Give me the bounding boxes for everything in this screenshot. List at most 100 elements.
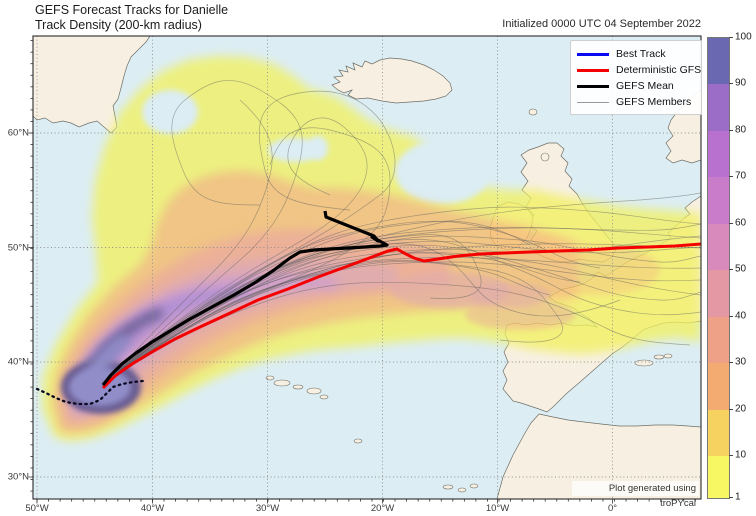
plot-title: GEFS Forecast Tracks for Danielle Track …: [35, 3, 228, 33]
member-track: [102, 220, 531, 387]
island: [306, 387, 322, 395]
x-axis-tick-label: 10°W: [485, 503, 510, 514]
island: [273, 379, 291, 387]
island: [292, 384, 304, 390]
x-axis-tick-label: 50°W: [25, 503, 49, 514]
density-layer: [69, 368, 131, 406]
colorbar: [707, 37, 730, 499]
legend-item: GEFS Members: [577, 94, 695, 110]
colorbar-segment: [708, 270, 729, 317]
x-axis-tick-label: 40°W: [140, 503, 165, 514]
member-track: [102, 239, 701, 387]
best-track: [35, 379, 145, 406]
colorbar-tick: [729, 176, 733, 178]
density-layer: [308, 136, 328, 160]
legend-label: Deterministic GFS: [616, 64, 702, 76]
title-line2: Track Density (200-km radius): [35, 18, 202, 32]
member-track: [102, 99, 273, 387]
island: [319, 394, 329, 400]
member-track: [102, 117, 368, 387]
colorbar-tick-label: 30: [735, 356, 747, 368]
density-layer: [465, 300, 575, 330]
legend-swatch: [577, 84, 609, 88]
island: [528, 108, 538, 116]
colorbar-tick-label: 50: [735, 263, 747, 275]
colorbar-tick-label: 20: [735, 403, 747, 415]
island: [653, 354, 665, 360]
colorbar-tick-label: 60: [735, 217, 747, 229]
colorbar-tick-label: 70: [735, 170, 747, 182]
colorbar-tick-label: 80: [735, 124, 747, 136]
x-axis-tick-label: 20°W: [370, 503, 395, 514]
legend-label: GEFS Members: [616, 96, 692, 108]
colorbar-tick: [729, 83, 733, 85]
island: [663, 353, 673, 359]
colorbar-tick: [729, 269, 733, 271]
colorbar-segment: [708, 130, 729, 178]
x-axis-tick-label: 0°: [607, 503, 618, 514]
colorbar-tick: [729, 315, 733, 317]
coastline-north-africa: [496, 413, 701, 499]
legend-item: Deterministic GFS: [577, 62, 701, 78]
y-axis-tick-label: 60°N: [7, 127, 29, 139]
island: [265, 375, 275, 381]
island: [457, 487, 467, 493]
member-track: [102, 80, 303, 387]
density-layer: [66, 256, 398, 420]
y-axis-tick-label: 30°N: [7, 471, 29, 483]
legend-box: Best Track Deterministic GFS GEFS Mean GEFS…: [570, 40, 702, 115]
legend-item: Best Track: [577, 46, 695, 62]
member-track: [102, 261, 701, 387]
coastline-iceland: [331, 57, 453, 104]
colorbar-tick-label: 90: [735, 77, 747, 89]
colorbar-segment: [708, 177, 729, 224]
y-axis-tick-label: 40°N: [7, 356, 29, 368]
island: [540, 152, 550, 162]
member-track: [102, 90, 396, 387]
island: [353, 438, 363, 444]
member-track: [102, 243, 621, 387]
colorbar-segment: [708, 223, 729, 271]
colorbar-segment: [708, 363, 729, 410]
colorbar-tick: [729, 408, 733, 410]
map-canvas: [28, 35, 702, 504]
deterministic-gfs-track: [101, 242, 701, 390]
density-layer: [395, 140, 491, 204]
colorbar-segment: [708, 84, 729, 131]
colorbar-tick: [729, 129, 733, 131]
colorbar-tick: [729, 37, 733, 38]
colorbar-segment: [708, 316, 729, 364]
credit-label: Plot generated using troPYcal: [572, 481, 699, 509]
density-layer: [268, 138, 322, 162]
island: [634, 359, 654, 367]
gefs-mean-track: [101, 210, 389, 386]
colorbar-tick: [729, 222, 733, 224]
title-line1: GEFS Forecast Tracks for Danielle: [35, 3, 229, 17]
colorbar-tick: [729, 497, 733, 498]
init-time-label: Initialized 0000 UTC 04 September 2022: [502, 18, 701, 30]
island: [469, 483, 479, 489]
map-frame: [32, 35, 702, 500]
island: [442, 484, 454, 490]
colorbar-segment: [708, 38, 729, 85]
density-layer: [540, 245, 660, 295]
legend-label: GEFS Mean: [616, 80, 674, 92]
colorbar-tick-label: 100: [735, 31, 752, 43]
member-track: [102, 206, 701, 387]
colorbar-segment: [708, 409, 729, 457]
colorbar-tick: [729, 455, 733, 457]
colorbar-tick-label: 1: [735, 491, 741, 503]
legend-swatch: [577, 101, 609, 103]
colorbar-tick-label: 40: [735, 310, 747, 322]
legend-swatch: [577, 68, 609, 72]
legend-item: GEFS Mean: [577, 78, 695, 94]
density-layer: [470, 283, 550, 307]
colorbar-tick: [729, 362, 733, 364]
colorbar-segment: [708, 456, 729, 498]
x-axis-tick-label: 30°W: [255, 503, 280, 514]
member-track: [102, 220, 601, 387]
y-axis-tick-label: 50°N: [7, 242, 29, 253]
colorbar-tick-label: 10: [735, 449, 747, 461]
legend-swatch: [577, 52, 609, 56]
